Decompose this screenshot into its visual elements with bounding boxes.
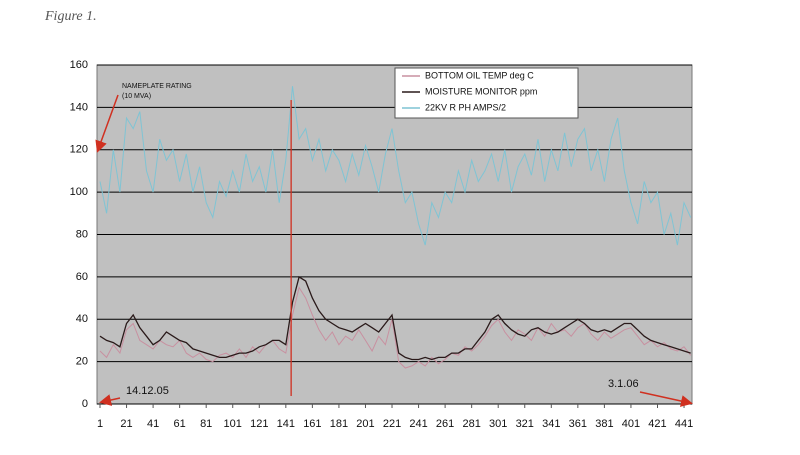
annotation: 3.1.06 — [608, 378, 639, 390]
y-tick-label: 20 — [76, 356, 88, 368]
series-line — [99, 275, 691, 361]
y-tick-label: 100 — [70, 186, 88, 198]
legend-label: MOISTURE MONITOR ppm — [425, 86, 537, 96]
x-tick-label: 61 — [174, 418, 186, 430]
x-tick-label: 141 — [277, 418, 295, 430]
legend-label: 22KV R PH AMPS/2 — [425, 102, 506, 112]
arrow — [639, 391, 693, 407]
x-tick-label: 81 — [200, 418, 212, 430]
figure-label: Figure 1. — [44, 9, 97, 24]
x-tick-label: 341 — [542, 418, 560, 430]
y-tick-label: 140 — [70, 101, 88, 113]
x-tick-label: 181 — [330, 418, 348, 430]
x-tick-label: 441 — [675, 418, 693, 430]
x-tick-label: 121 — [250, 418, 268, 430]
x-tick-label: 401 — [622, 418, 640, 430]
x-tick-label: 41 — [147, 418, 159, 430]
y-tick-label: 0 — [82, 398, 88, 410]
x-tick-label: 161 — [303, 418, 321, 430]
x-tick-label: 101 — [224, 418, 242, 430]
x-tick-label: 21 — [120, 418, 132, 430]
series-line — [99, 286, 692, 369]
x-tick-label: 381 — [595, 418, 613, 430]
y-tick-label: 120 — [70, 144, 88, 156]
x-tick-label: 321 — [516, 418, 534, 430]
annotation: 14.12.05 — [126, 385, 169, 397]
annotation: NAMEPLATE RATING — [122, 83, 192, 90]
legend-box — [394, 67, 579, 119]
x-tick-label: 281 — [462, 418, 480, 430]
x-tick-label: 421 — [648, 418, 666, 430]
arrow — [99, 394, 121, 406]
legend-label: BOTTOM OIL TEMP deg C — [425, 70, 534, 80]
annotation: (10 MVA) — [122, 93, 151, 100]
y-tick-label: 80 — [76, 228, 88, 240]
x-tick-label: 241 — [409, 418, 427, 430]
arrow — [95, 94, 119, 153]
y-tick-label: 60 — [76, 271, 88, 283]
x-tick-label: 301 — [489, 418, 507, 430]
y-tick-label: 40 — [76, 313, 88, 325]
x-tick-label: 361 — [569, 418, 587, 430]
x-tick-label: 261 — [436, 418, 454, 430]
x-tick-label: 1 — [97, 418, 103, 430]
x-tick-label: 201 — [356, 418, 374, 430]
legend: BOTTOM OIL TEMP deg C MOISTURE MONITOR pp… — [394, 67, 579, 119]
x-tick-label: 221 — [383, 418, 401, 430]
series-line — [99, 86, 692, 246]
y-tick-label: 160 — [70, 59, 88, 71]
